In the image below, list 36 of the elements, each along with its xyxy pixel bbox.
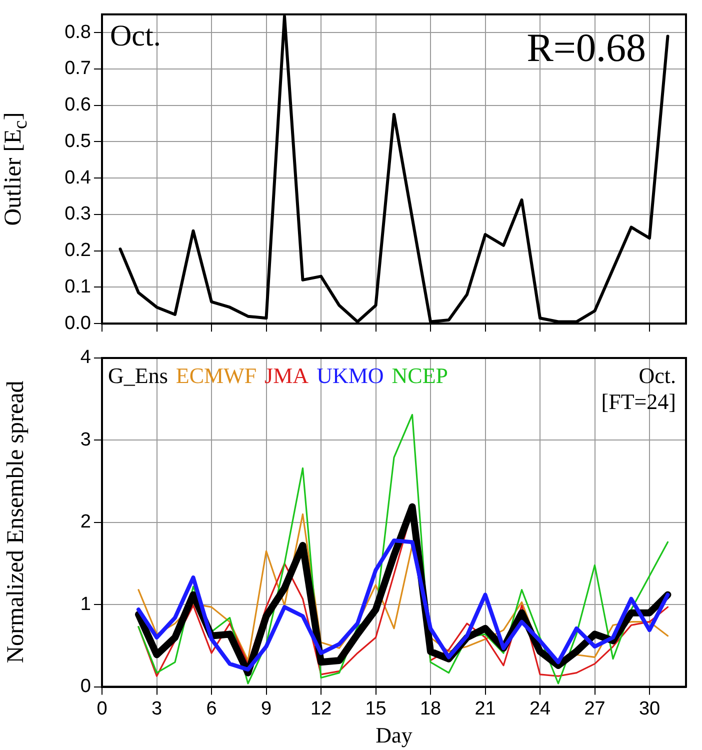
x-tick-label: 6 xyxy=(206,698,217,720)
annotation: R=0.68 xyxy=(526,24,646,70)
x-tick-label: 27 xyxy=(584,698,606,720)
x-tick-label: 30 xyxy=(638,698,660,720)
x-tick-label: 24 xyxy=(529,698,551,720)
annotation: Oct. xyxy=(638,362,676,388)
y-tick-label: 0.7 xyxy=(64,58,91,80)
text: JMA xyxy=(264,362,309,388)
x-axis-title: Day xyxy=(376,722,412,748)
annotation: Oct. xyxy=(110,19,161,52)
y-tick-label: 4 xyxy=(80,347,92,368)
y-tick-label: 0 xyxy=(80,676,91,698)
text: UKMO xyxy=(316,362,384,388)
text: ECMWF xyxy=(176,362,257,388)
x-tick-label: 15 xyxy=(365,698,386,720)
annotation: [FT=24] xyxy=(601,388,676,414)
y-tick-label: 0.5 xyxy=(64,130,91,152)
y-tick-label: 3 xyxy=(80,429,91,450)
x-tick-label: 9 xyxy=(260,698,272,720)
y-tick-label: 2 xyxy=(80,512,91,533)
y-tick-label: 0.6 xyxy=(64,94,91,116)
y-tick-label: 0.0 xyxy=(64,312,91,334)
x-tick-label: 0 xyxy=(96,698,108,720)
text: G_Ens xyxy=(108,362,168,388)
y-tick-label: 0.3 xyxy=(64,204,91,225)
y-axis-title: Normalized Ensemble spread xyxy=(3,381,29,664)
x-tick-label: 18 xyxy=(420,698,442,720)
x-tick-label: 21 xyxy=(474,698,496,720)
y-tick-label: 0.2 xyxy=(64,240,91,262)
x-tick-label: 3 xyxy=(151,698,162,720)
y-tick-label: 1 xyxy=(80,594,91,615)
series-label: NCEP xyxy=(392,362,448,388)
y-tick-label: 0.1 xyxy=(64,276,91,298)
x-tick-label: 12 xyxy=(310,698,332,720)
y-tick-label: 0.4 xyxy=(64,167,92,188)
y-tick-label: 0.8 xyxy=(64,22,91,43)
